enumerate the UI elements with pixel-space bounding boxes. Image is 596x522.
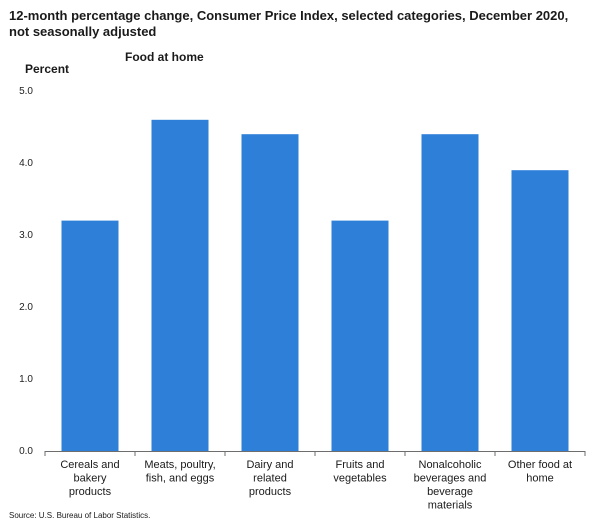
x-tick-label-line: Dairy and [246, 459, 293, 471]
source-note: Source: U.S. Bureau of Labor Statistics. [9, 511, 151, 520]
x-tick-label: Cereals and bakery products [60, 459, 119, 498]
x-tick-label-line: fish, and eggs [146, 473, 215, 485]
x-tick-label: Nonalcoholic beverages and beverage materia… [414, 459, 487, 512]
x-tick-label-line: Nonalcoholic [419, 459, 482, 471]
x-tick-label-line: beverage [427, 486, 473, 498]
x-tick-label-line: materials [428, 500, 473, 512]
x-tick-label-line: vegetables [333, 473, 387, 485]
y-tick-label: 1.0 [19, 374, 33, 385]
x-tick-label-line: Cereals and [60, 459, 119, 471]
x-tick-label: Other food at home [508, 459, 572, 485]
x-tick-label-line: Other food at [508, 459, 572, 471]
y-tick-label: 0.0 [19, 446, 33, 457]
bar [421, 134, 479, 451]
x-tick-label: Meats, poultry, fish, and eggs [144, 459, 215, 485]
chart-title: 12-month percentage change, Consumer Pri… [9, 8, 569, 39]
x-tick-label-line: products [249, 486, 292, 498]
x-tick-label-line: bakery [73, 473, 107, 485]
x-tick-label: Fruits and vegetables [333, 459, 387, 485]
x-tick-label-line: Fruits and [336, 459, 385, 471]
y-tick-label: 5.0 [19, 86, 33, 97]
bar [241, 134, 299, 451]
bar [331, 220, 389, 451]
x-tick-label-line: beverages and [414, 473, 487, 485]
bar [511, 170, 569, 451]
y-axis-label: Percent [25, 62, 70, 76]
chart-subtitle: Food at home [125, 50, 204, 64]
x-tick-label-line: related [253, 473, 287, 485]
y-tick-label: 2.0 [19, 302, 33, 313]
y-tick-label: 4.0 [19, 158, 33, 169]
bar [151, 119, 209, 452]
y-tick-label: 3.0 [19, 230, 33, 241]
bars [61, 119, 569, 452]
x-tick-label-line: products [69, 486, 112, 498]
x-tick-label-line: Meats, poultry, [144, 459, 215, 471]
x-tick-label: Dairy and related products [246, 459, 293, 498]
y-axis-ticks: 0.0 1.0 2.0 3.0 4.0 5.0 [19, 86, 33, 457]
x-tick-label-line: home [526, 473, 554, 485]
bar [61, 220, 119, 451]
